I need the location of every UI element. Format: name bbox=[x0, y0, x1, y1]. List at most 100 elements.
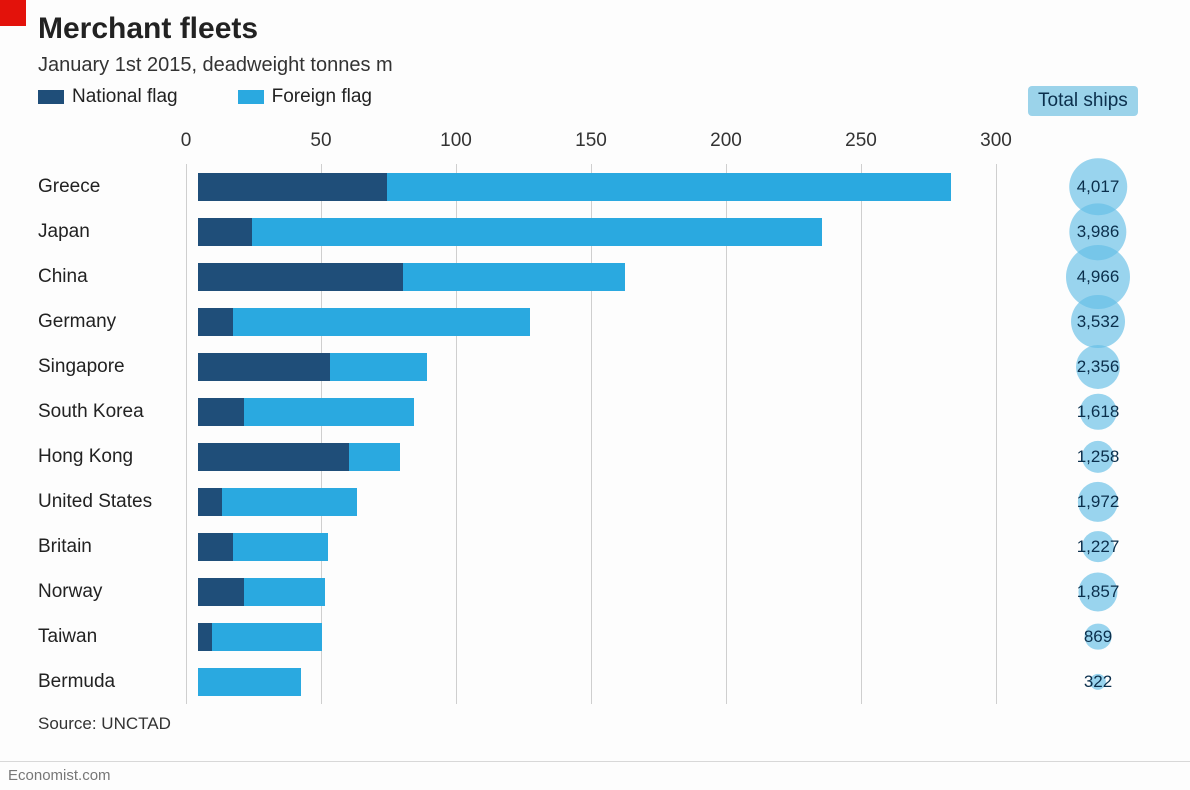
bubble-cell: 869 bbox=[1038, 614, 1158, 659]
data-row: Norway bbox=[38, 569, 1148, 614]
data-row: Taiwan bbox=[38, 614, 1148, 659]
source-text: Source: UNCTAD bbox=[38, 714, 171, 734]
ships-count: 3,532 bbox=[1077, 312, 1120, 332]
bubble-column: 4,017 3,986 4,966 3,532 2,356 1,618 1,258 1,972… bbox=[1038, 164, 1158, 704]
ships-count: 1,857 bbox=[1077, 582, 1120, 602]
data-row: South Korea bbox=[38, 389, 1148, 434]
bar-segment-foreign bbox=[233, 308, 530, 336]
row-label: China bbox=[38, 266, 198, 288]
legend-label-national: National flag bbox=[72, 86, 178, 108]
ships-count: 1,227 bbox=[1077, 537, 1120, 557]
row-label: Norway bbox=[38, 581, 198, 603]
bar-segment-foreign bbox=[387, 173, 951, 201]
chart-title: Merchant fleets bbox=[38, 12, 258, 46]
bar-segment-foreign bbox=[349, 443, 400, 471]
row-label: Germany bbox=[38, 311, 198, 333]
row-label: Bermuda bbox=[38, 671, 198, 693]
data-row: United States bbox=[38, 479, 1148, 524]
bar-track bbox=[198, 533, 1008, 561]
x-tick-label: 0 bbox=[181, 130, 192, 152]
bar-track bbox=[198, 173, 1008, 201]
bar-segment-national bbox=[198, 578, 244, 606]
bar-track bbox=[198, 623, 1008, 651]
data-row: China bbox=[38, 254, 1148, 299]
data-row: Britain bbox=[38, 524, 1148, 569]
bubble-cell: 2,356 bbox=[1038, 344, 1158, 389]
row-label: Japan bbox=[38, 221, 198, 243]
bubble-cell: 4,966 bbox=[1038, 254, 1158, 299]
legend: National flag Foreign flag bbox=[38, 86, 372, 108]
bar-segment-foreign bbox=[198, 668, 301, 696]
footer-rule bbox=[0, 761, 1190, 762]
bar-segment-foreign bbox=[244, 578, 325, 606]
row-label: Greece bbox=[38, 176, 198, 198]
bar-segment-national bbox=[198, 353, 330, 381]
x-axis: 050100150200250300 bbox=[186, 130, 996, 160]
x-tick-label: 250 bbox=[845, 130, 877, 152]
bar-track bbox=[198, 578, 1008, 606]
bar-segment-foreign bbox=[233, 533, 328, 561]
row-label: South Korea bbox=[38, 401, 198, 423]
bar-track bbox=[198, 668, 1008, 696]
data-row: Bermuda bbox=[38, 659, 1148, 704]
bubble-cell: 1,258 bbox=[1038, 434, 1158, 479]
bar-track bbox=[198, 443, 1008, 471]
bar-segment-national bbox=[198, 488, 222, 516]
ships-count: 4,966 bbox=[1077, 267, 1120, 287]
ships-count: 1,972 bbox=[1077, 492, 1120, 512]
bar-segment-national bbox=[198, 533, 233, 561]
bar-track bbox=[198, 308, 1008, 336]
legend-item-foreign: Foreign flag bbox=[238, 86, 372, 108]
bar-segment-national bbox=[198, 398, 244, 426]
ships-count: 2,356 bbox=[1077, 357, 1120, 377]
data-row: Japan bbox=[38, 209, 1148, 254]
bar-segment-national bbox=[198, 173, 387, 201]
bar-segment-national bbox=[198, 263, 403, 291]
x-tick-label: 200 bbox=[710, 130, 742, 152]
bar-segment-foreign bbox=[330, 353, 427, 381]
x-tick-label: 150 bbox=[575, 130, 607, 152]
data-row: Germany bbox=[38, 299, 1148, 344]
data-row: Singapore bbox=[38, 344, 1148, 389]
bubble-cell: 1,857 bbox=[1038, 569, 1158, 614]
ships-count: 322 bbox=[1084, 672, 1112, 692]
plot-area: 050100150200250300 GreeceJapanChinaGerma… bbox=[38, 130, 1148, 720]
bar-track bbox=[198, 263, 1008, 291]
bar-segment-national bbox=[198, 218, 252, 246]
ships-count: 1,258 bbox=[1077, 447, 1120, 467]
bar-track bbox=[198, 353, 1008, 381]
data-row: Greece bbox=[38, 164, 1148, 209]
bar-track bbox=[198, 488, 1008, 516]
bars-area: Greece Japan China Germany Singapore South Ko… bbox=[38, 164, 1148, 704]
row-label: Singapore bbox=[38, 356, 198, 378]
legend-swatch-foreign bbox=[238, 90, 264, 104]
footer-text: Economist.com bbox=[8, 767, 111, 784]
x-tick-label: 300 bbox=[980, 130, 1012, 152]
bar-segment-national bbox=[198, 443, 349, 471]
row-label: Britain bbox=[38, 536, 198, 558]
bar-track bbox=[198, 218, 1008, 246]
bubble-cell: 3,532 bbox=[1038, 299, 1158, 344]
bar-segment-national bbox=[198, 308, 233, 336]
bar-track bbox=[198, 398, 1008, 426]
bar-segment-foreign bbox=[212, 623, 323, 651]
bubble-cell: 1,972 bbox=[1038, 479, 1158, 524]
legend-item-national: National flag bbox=[38, 86, 178, 108]
chart-container: Merchant fleets January 1st 2015, deadwe… bbox=[0, 0, 1190, 790]
bubble-cell: 1,618 bbox=[1038, 389, 1158, 434]
row-label: United States bbox=[38, 491, 198, 513]
chart-subtitle: January 1st 2015, deadweight tonnes m bbox=[38, 54, 393, 77]
ships-count: 3,986 bbox=[1077, 222, 1120, 242]
ships-count: 869 bbox=[1084, 627, 1112, 647]
ships-count: 1,618 bbox=[1077, 402, 1120, 422]
ships-count: 4,017 bbox=[1077, 177, 1120, 197]
bar-segment-foreign bbox=[222, 488, 357, 516]
legend-swatch-national bbox=[38, 90, 64, 104]
bar-segment-national bbox=[198, 623, 212, 651]
bar-segment-foreign bbox=[244, 398, 414, 426]
bar-segment-foreign bbox=[403, 263, 624, 291]
legend-label-foreign: Foreign flag bbox=[272, 86, 372, 108]
row-label: Taiwan bbox=[38, 626, 198, 648]
bar-segment-foreign bbox=[252, 218, 822, 246]
x-tick-label: 100 bbox=[440, 130, 472, 152]
